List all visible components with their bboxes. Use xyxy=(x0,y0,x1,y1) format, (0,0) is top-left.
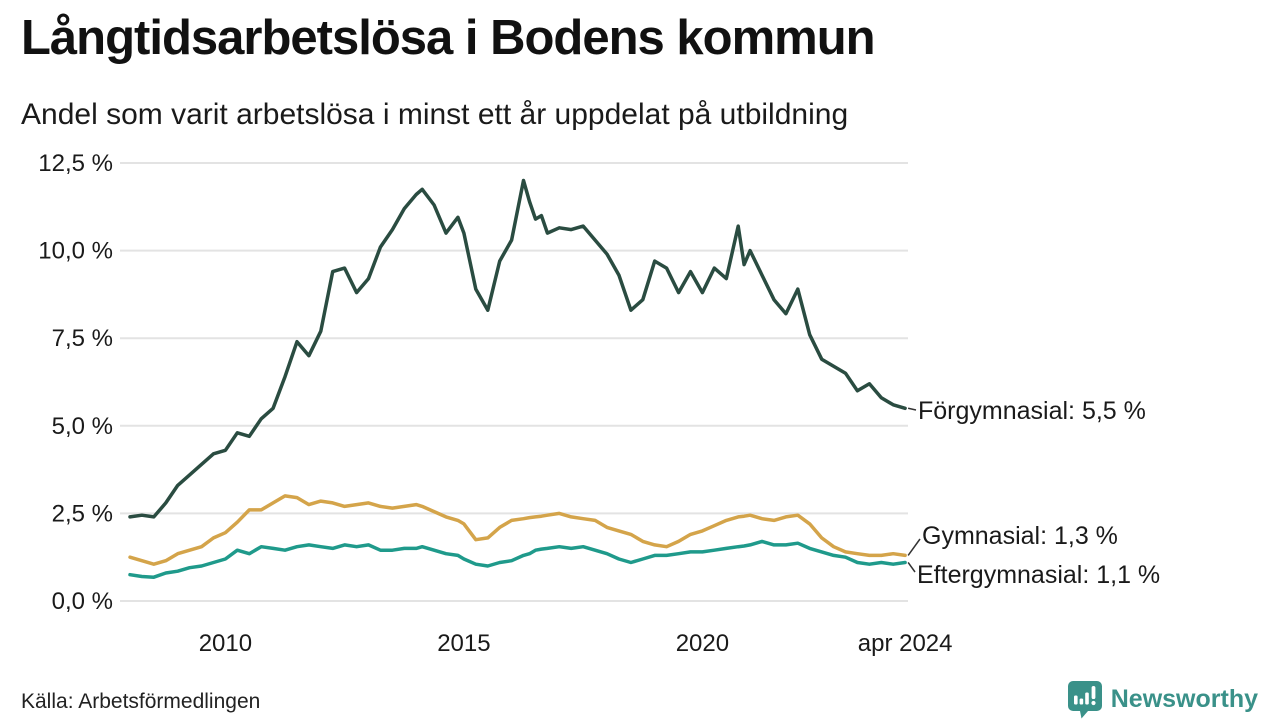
annotation-connector xyxy=(907,562,916,573)
series-line-förgymnasial xyxy=(128,178,907,519)
brand-name: Newsworthy xyxy=(1110,685,1258,713)
brand-logo: Newsworthy xyxy=(1067,680,1258,719)
annotation-gymnasial: Gymnasial: 1,3 % xyxy=(922,522,1118,550)
annotation-connector xyxy=(907,538,921,556)
x-tick-label: 2010 xyxy=(199,630,252,657)
page-title: Långtidsarbetslösa i Bodens kommun xyxy=(21,11,876,65)
page-subtitle: Andel som varit arbetslösa i minst ett å… xyxy=(21,98,849,131)
series-line-eftergymnasial xyxy=(128,539,907,579)
annotation-eftergymnasial: Eftergymnasial: 1,1 % xyxy=(917,561,1161,589)
annotation-forgymnasial: Förgymnasial: 5,5 % xyxy=(918,397,1146,425)
y-tick-label: 2,5 % xyxy=(52,500,113,527)
y-tick-label: 7,5 % xyxy=(52,325,113,352)
newsworthy-logo-icon xyxy=(1067,681,1102,719)
series-line-gymnasial xyxy=(128,494,907,566)
x-tick-label: 2015 xyxy=(437,630,490,657)
x-tick-label: apr 2024 xyxy=(858,630,953,657)
y-tick-label: 0,0 % xyxy=(52,588,113,615)
source-note: Källa: Arbetsförmedlingen xyxy=(21,690,261,713)
y-tick-label: 12,5 % xyxy=(38,150,113,177)
annotation-connector xyxy=(907,407,917,411)
y-tick-label: 5,0 % xyxy=(52,413,113,440)
y-tick-label: 10,0 % xyxy=(38,238,113,265)
x-tick-label: 2020 xyxy=(676,630,729,657)
